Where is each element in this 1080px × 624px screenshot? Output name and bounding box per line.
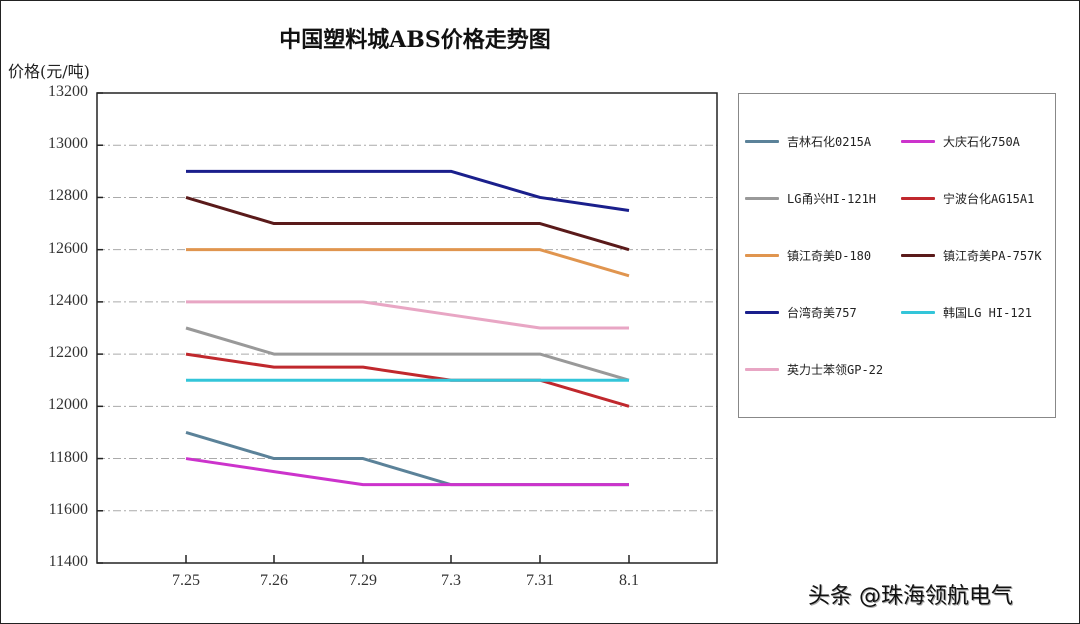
legend-label: 镇江奇美D-180 bbox=[787, 249, 872, 263]
legend-item: 宁波台化AG15A1 bbox=[901, 190, 1034, 207]
legend-swatch bbox=[901, 311, 935, 314]
y-tick-label: 11400 bbox=[48, 553, 88, 570]
y-tick-label: 12000 bbox=[48, 396, 88, 414]
y-tick-label: 13200 bbox=[48, 83, 88, 100]
legend-swatch bbox=[901, 140, 935, 143]
series-line-2 bbox=[185, 326, 630, 382]
y-tick-label: 11800 bbox=[48, 448, 88, 466]
x-tick-label: 7.26 bbox=[260, 572, 288, 589]
legend-label: 韩国LG HI-121 bbox=[943, 306, 1033, 320]
legend-item: 吉林石化0215A bbox=[745, 133, 871, 150]
legend-swatch bbox=[745, 197, 779, 200]
legend-label: LG甬兴HI-121H bbox=[787, 192, 877, 206]
legend-label: 吉林石化0215A bbox=[787, 135, 872, 149]
y-axis-label: 价格(元/吨) bbox=[8, 62, 90, 81]
legend: 吉林石化0215A 大庆石化750A LG甬兴HI-121H 宁波台化AG15A1 镇江… bbox=[738, 93, 1056, 418]
legend-item: 韩国LG HI-121 bbox=[901, 304, 1032, 321]
legend-label: 英力士苯领GP-22 bbox=[787, 363, 884, 377]
legend-label: 镇江奇美PA-757K bbox=[943, 249, 1042, 263]
legend-swatch bbox=[745, 311, 779, 314]
x-tick-label: 7.31 bbox=[526, 572, 554, 589]
series-line-8 bbox=[186, 300, 629, 330]
series-line-6 bbox=[186, 169, 630, 212]
legend-item: 台湾奇美757 bbox=[745, 304, 857, 321]
x-tick-label: 7.25 bbox=[172, 572, 200, 589]
legend-swatch bbox=[745, 140, 779, 143]
x-tick-label: 8.1 bbox=[619, 572, 639, 589]
x-tick-label: 7.29 bbox=[349, 572, 377, 589]
legend-item: LG甬兴HI-121H bbox=[745, 190, 876, 207]
y-tick-label: 13000 bbox=[48, 135, 88, 153]
series-line-4 bbox=[186, 248, 630, 278]
legend-item: 大庆石化750A bbox=[901, 133, 1020, 150]
legend-swatch bbox=[745, 254, 779, 257]
series-line-1 bbox=[185, 457, 629, 487]
y-tick-label: 12800 bbox=[48, 187, 88, 205]
series-line-5 bbox=[185, 196, 630, 252]
y-tick-label: 12400 bbox=[48, 291, 88, 309]
legend-label: 大庆石化750A bbox=[943, 135, 1020, 149]
legend-item: 镇江奇美PA-757K bbox=[901, 247, 1042, 264]
legend-label: 台湾奇美757 bbox=[787, 306, 857, 320]
legend-label: 宁波台化AG15A1 bbox=[943, 192, 1035, 206]
y-tick-label: 12200 bbox=[48, 344, 88, 362]
x-tick-label: 7.3 bbox=[441, 572, 461, 589]
y-tick-label: 11600 bbox=[48, 500, 88, 518]
legend-swatch bbox=[901, 197, 935, 200]
y-tick-label: 12600 bbox=[48, 239, 88, 257]
series-line-3 bbox=[185, 352, 630, 408]
legend-item: 镇江奇美D-180 bbox=[745, 247, 871, 264]
watermark: 头条 @珠海领航电气 bbox=[808, 584, 1013, 609]
legend-item: 英力士苯领GP-22 bbox=[745, 361, 883, 378]
legend-swatch bbox=[901, 254, 935, 257]
legend-swatch bbox=[745, 368, 779, 371]
plot-border bbox=[96, 92, 718, 564]
chart-title: 中国塑料城ABS价格走势图 bbox=[279, 27, 551, 53]
